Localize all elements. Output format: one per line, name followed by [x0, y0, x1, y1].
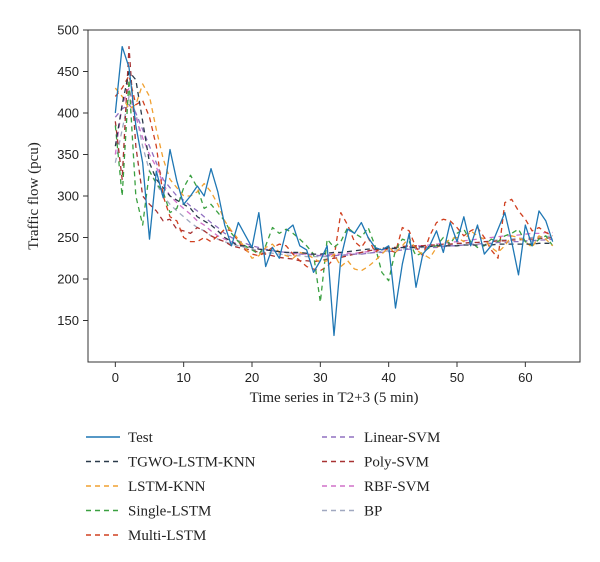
series-line-single-lstm	[114, 79, 554, 303]
series-line-rbf-svm	[114, 87, 553, 256]
legend-item: LSTM-KNN	[86, 479, 206, 495]
y-tick-label: 450	[57, 64, 79, 79]
x-axis-title: Time series in T2+3 (5 min)	[250, 390, 419, 406]
legend-item: Poly-SVM	[322, 455, 429, 471]
legend-label: RBF-SVM	[364, 479, 430, 495]
legend: Test TGWO-LSTM-KNN LSTM-KNN Single-LSTM Mult…	[86, 430, 440, 544]
y-tick-label: 300	[57, 189, 79, 204]
y-tick-label: 150	[57, 313, 79, 328]
legend-item: Linear-SVM	[322, 430, 440, 446]
plot-frame	[87, 29, 581, 363]
series-line-lstm-knn	[114, 83, 554, 272]
y-tick-label: 350	[57, 147, 79, 162]
legend-item: TGWO-LSTM-KNN	[86, 455, 256, 471]
x-tick-label: 50	[450, 370, 464, 385]
y-tick-label: 250	[57, 230, 79, 245]
legend-label: Linear-SVM	[364, 430, 440, 446]
y-axis-title: Traffic flow (pcu)	[26, 142, 42, 249]
y-tick-label: 400	[57, 106, 79, 121]
legend-item: Multi-LSTM	[86, 528, 206, 544]
x-tick-label: 40	[381, 370, 395, 385]
legend-label: Poly-SVM	[364, 455, 429, 471]
legend-item: RBF-SVM	[322, 479, 430, 495]
legend-label: Multi-LSTM	[128, 528, 206, 544]
y-tick-label: 200	[57, 272, 79, 287]
series-line-tgwo-lstm-knn	[114, 70, 553, 255]
legend-label: TGWO-LSTM-KNN	[128, 455, 256, 471]
x-tick-label: 10	[176, 370, 190, 385]
legend-label: Single-LSTM	[128, 504, 211, 520]
legend-item: Test	[86, 430, 154, 446]
x-tick-label: 0	[112, 370, 119, 385]
legend-item: BP	[322, 504, 382, 520]
legend-label: Test	[128, 430, 154, 446]
x-tick-label: 60	[518, 370, 532, 385]
series-line-test	[114, 45, 554, 337]
series-line-multi-lstm	[114, 75, 553, 272]
legend-label: LSTM-KNN	[128, 479, 206, 495]
axes: 0 10 20 30 40 50 60 150 200 250 300 350 400 450 500	[57, 23, 581, 385]
x-tick-label: 30	[313, 370, 327, 385]
legend-item: Single-LSTM	[86, 504, 211, 520]
series-lines	[114, 45, 554, 337]
series-line-bp	[114, 95, 553, 258]
x-tick-label: 20	[245, 370, 259, 385]
series-line-linear-svm	[114, 104, 553, 257]
legend-label: BP	[364, 504, 382, 520]
y-tick-label: 500	[57, 23, 79, 38]
